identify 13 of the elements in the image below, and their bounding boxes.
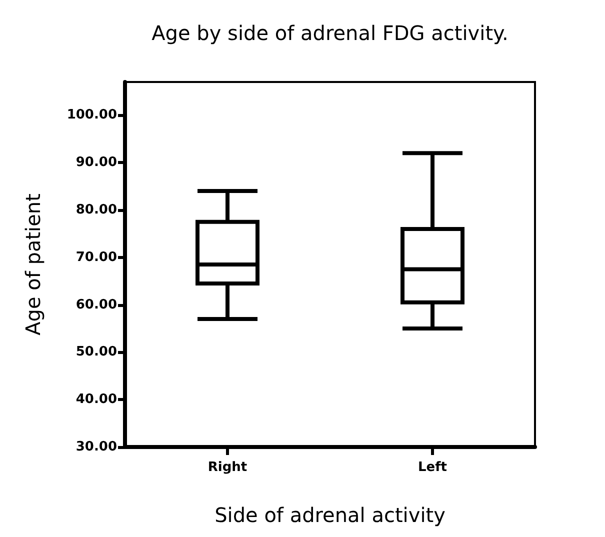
x-axis-title: Side of adrenal activity [214, 503, 446, 527]
y-tick-label: 60.00 [76, 297, 117, 312]
chart-title: Age by side of adrenal FDG activity. [152, 21, 508, 45]
y-tick-label: 50.00 [76, 344, 117, 360]
y-tick-label: 100.00 [66, 108, 117, 123]
y-tick-label: 30.00 [76, 440, 117, 454]
y-tick-label: 70.00 [76, 250, 117, 265]
y-tick-label: 90.00 [76, 155, 117, 170]
y-tick-label: 40.00 [76, 392, 117, 408]
x-tick-label: Left [418, 460, 447, 475]
y-axis-title: Age of patient [21, 193, 45, 336]
y-tick-label: 80.00 [76, 202, 117, 218]
x-tick-label: Right [208, 460, 248, 475]
